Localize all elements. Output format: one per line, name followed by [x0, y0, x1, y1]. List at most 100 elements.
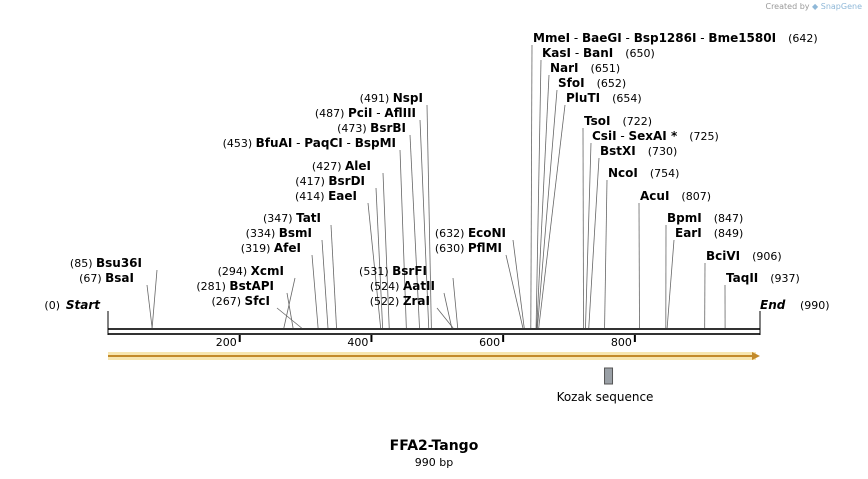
start-position: (0): [44, 299, 60, 312]
enzyme-site-bstapi: (281) BstAPI: [196, 279, 294, 329]
enzyme-connector-line: [321, 239, 329, 329]
enzyme-label: (453) BfuAI - PaqCI - BspMI: [223, 136, 396, 150]
enzyme-label: (85) Bsu36I: [70, 256, 142, 270]
enzyme-label: BpmI (847): [667, 211, 743, 225]
enzyme-label: (524) AatII: [370, 279, 435, 293]
backbone-bottom-strand: [108, 333, 760, 335]
enzyme-label: BstXI (730): [600, 144, 677, 158]
enzyme-connector-line: [536, 89, 558, 329]
enzyme-connector-line: [585, 142, 592, 329]
enzyme-label: BciVI (906): [706, 249, 782, 263]
enzyme-connector-line: [530, 44, 533, 329]
enzyme-label: EarI (849): [675, 226, 743, 240]
enzyme-label: (67) BsaI: [79, 271, 134, 285]
enzyme-label: (522) ZraI: [370, 294, 430, 308]
enzyme-label: (414) EaeI: [295, 189, 357, 203]
enzyme-label: (531) BsrFI: [359, 264, 427, 278]
enzyme-connector-line: [286, 292, 294, 329]
enzyme-label: (267) SfcI: [211, 294, 270, 308]
enzyme-site-xcmi: (294) XcmI: [218, 264, 296, 329]
enzyme-site-bsrbi: (473) BsrBI: [337, 121, 420, 329]
enzyme-connector-line: [311, 254, 319, 329]
enzyme-site-bsrdi: (417) BsrDI: [295, 174, 384, 329]
enzyme-label: (630) PflMI: [435, 241, 502, 255]
enzyme-connector-line: [367, 202, 382, 329]
enzyme-site-bfuai: (453) BfuAI - PaqCI - BspMI: [223, 136, 407, 329]
enzyme-site-zrai: (522) ZraI: [370, 294, 454, 329]
enzyme-label: (473) BsrBI: [337, 121, 406, 135]
map-length: 990 bp: [414, 456, 454, 469]
enzyme-site-econi: (632) EcoNI: [435, 226, 525, 329]
enzyme-site-alei: (427) AleI: [312, 159, 390, 329]
enzyme-site-bcivi: BciVI (906): [704, 249, 782, 329]
enzyme-connector-line: [588, 157, 600, 329]
enzyme-connector-line: [151, 269, 158, 329]
credit-brand: SnapGene: [820, 2, 862, 11]
end-label: End: [760, 298, 786, 312]
enzyme-connector-line: [419, 119, 430, 329]
ruler-tick-label: 600: [479, 336, 500, 349]
enzyme-site-tati: (347) TatI: [263, 211, 337, 329]
enzyme-label: NarI (651): [550, 61, 620, 75]
enzyme-site-bstxi: BstXI (730): [588, 144, 677, 329]
enzyme-site-nari: NarI (651): [536, 61, 620, 329]
enzyme-connector-line: [283, 277, 296, 329]
ruler-tick-label: 200: [216, 336, 237, 349]
enzyme-site-eari: EarI (849): [666, 226, 743, 329]
enzyme-label: (632) EcoNI: [435, 226, 506, 240]
enzyme-connector-line: [452, 277, 459, 329]
enzyme-site-bpmi: BpmI (847): [665, 211, 743, 329]
enzyme-site-kasi: KasI - BanI (650): [535, 46, 655, 329]
direction-arrow-head: [752, 352, 760, 360]
enzyme-label: (294) XcmI: [218, 264, 284, 278]
enzyme-site-bsai: (67) BsaI: [79, 271, 153, 329]
enzyme-label: (491) NspI: [360, 91, 423, 105]
credit-prefix: Created by: [765, 2, 810, 11]
enzyme-label: PluTI (654): [566, 91, 642, 105]
start-label: Start: [66, 298, 101, 312]
ruler-tick-label: 400: [347, 336, 368, 349]
map-title: FFA2-Tango: [389, 438, 479, 454]
enzyme-label: MmeI - BaeGI - Bsp1286I - Bme1580I (642): [533, 31, 818, 45]
enzyme-label: NcoI (754): [608, 166, 679, 180]
enzyme-connector-line: [512, 239, 525, 329]
enzyme-connector-line: [536, 74, 550, 329]
enzyme-connector-line: [382, 172, 390, 329]
enzyme-label: (487) PciI - AflIII: [315, 106, 416, 120]
enzyme-connector-line: [330, 224, 337, 329]
enzyme-site-sfoi: SfoI (652): [536, 76, 626, 329]
ruler-tick-label: 800: [611, 336, 632, 349]
enzyme-connector-line: [146, 284, 153, 329]
enzyme-site-bsrfi: (531) BsrFI: [359, 264, 459, 329]
enzyme-label: (427) AleI: [312, 159, 371, 173]
feature-label-kozak: Kozak sequence: [556, 390, 654, 404]
enzyme-label: (347) TatI: [263, 211, 321, 225]
enzyme-site-acui: AcuI (807): [638, 189, 711, 329]
enzyme-label: SfoI (652): [558, 76, 626, 90]
backbone-top-strand: [108, 328, 760, 330]
enzyme-site-taqii: TaqII (937): [724, 271, 800, 329]
enzyme-site-bsmi: (334) BsmI: [246, 226, 329, 329]
enzyme-site-nspi: (491) NspI: [360, 91, 432, 329]
enzyme-label: TaqII (937): [726, 271, 800, 285]
enzyme-label: AcuI (807): [640, 189, 711, 203]
enzyme-label: TsoI (722): [584, 114, 652, 128]
enzyme-connector-line: [604, 179, 608, 329]
enzyme-connector-line: [535, 59, 542, 329]
enzyme-site-mmei: MmeI - BaeGI - Bsp1286I - Bme1580I (642): [530, 31, 818, 329]
enzyme-label: (319) AfeI: [241, 241, 301, 255]
enzyme-label: (334) BsmI: [246, 226, 312, 240]
enzyme-label: (281) BstAPI: [196, 279, 274, 293]
enzyme-connector-line: [375, 187, 384, 329]
enzyme-connector-line: [443, 292, 453, 329]
enzyme-connector-line: [399, 149, 407, 329]
enzyme-connector-line: [666, 239, 675, 329]
enzyme-label: (417) BsrDI: [295, 174, 365, 188]
enzyme-site-tsoi: TsoI (722): [582, 114, 652, 329]
enzyme-connector-line: [436, 307, 454, 329]
enzyme-connector-line: [538, 104, 566, 329]
enzyme-connector-line: [409, 134, 420, 329]
snapgene-logo-icon: ◆: [812, 2, 819, 11]
enzyme-site-pflmi: (630) PflMI: [435, 241, 524, 329]
